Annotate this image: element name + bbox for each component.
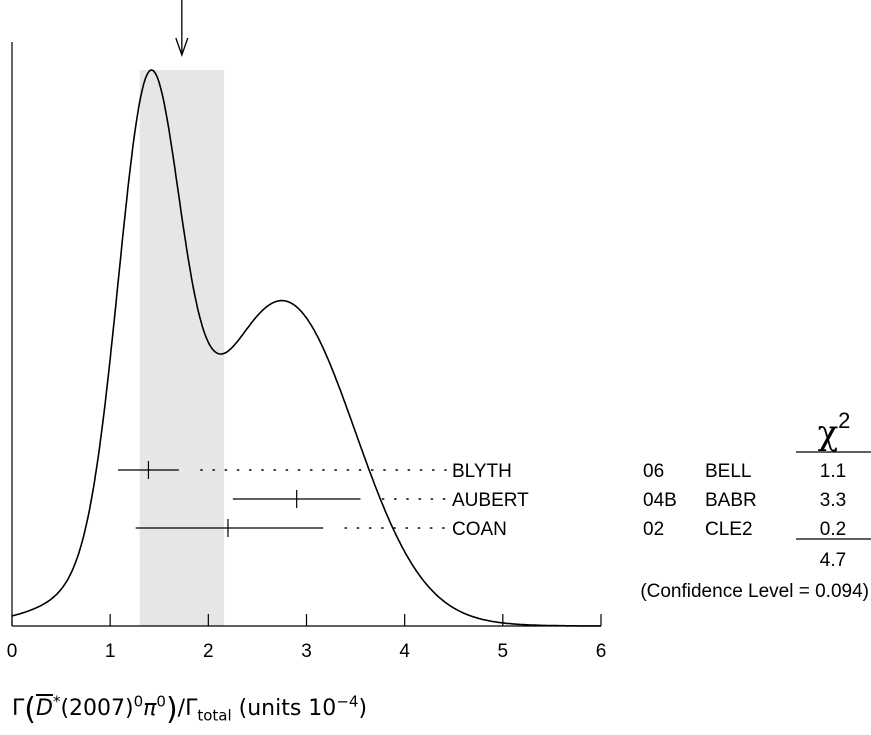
x-tick-label-0: 0: [7, 641, 18, 662]
measurement-experiment: BABR: [705, 490, 757, 511]
measurement-author: AUBERT: [452, 490, 529, 511]
measurements: BLYTH 06 BELL 1.1 AUBERT 04B BABR 3.3 COAN 02 CLE2…: [118, 461, 846, 540]
measurement-author: BLYTH: [452, 461, 512, 482]
average-arrow: [175, 0, 189, 57]
x-tick-label-6: 6: [596, 641, 607, 662]
measurement-chi2: 0.2: [820, 519, 846, 540]
measurement-coan: COAN 02 CLE2 0.2: [135, 519, 846, 540]
measurement-author: COAN: [452, 519, 507, 540]
x-ticks: 0 1 2 3 4 5 6: [7, 614, 607, 662]
measurement-year: 04B: [643, 490, 677, 511]
average-band: [139, 70, 225, 626]
measurement-aubert: AUBERT 04B BABR 3.3: [232, 490, 846, 511]
x-tick-label-3: 3: [301, 641, 312, 662]
measurement-year: 06: [643, 461, 664, 482]
confidence-level: (Confidence Level = 0.094): [640, 581, 869, 602]
x-tick-label-5: 5: [498, 641, 509, 662]
x-axis-label: Γ(D*(2007)0π0)/Γtotal (units 10−4): [12, 692, 368, 727]
chi2-total: 4.7: [820, 550, 846, 571]
chi2-header: χ2: [818, 408, 851, 453]
x-tick-label-2: 2: [203, 641, 214, 662]
measurement-year: 02: [643, 519, 664, 540]
x-tick-label-1: 1: [105, 641, 116, 662]
measurement-experiment: CLE2: [705, 519, 753, 540]
measurement-chi2: 3.3: [820, 490, 846, 511]
ideogram-curve: [11, 69, 601, 627]
measurement-experiment: BELL: [705, 461, 751, 482]
measurement-chi2: 1.1: [820, 461, 846, 482]
measurement-blyth: BLYTH 06 BELL 1.1: [118, 461, 846, 482]
x-tick-label-4: 4: [399, 641, 410, 662]
